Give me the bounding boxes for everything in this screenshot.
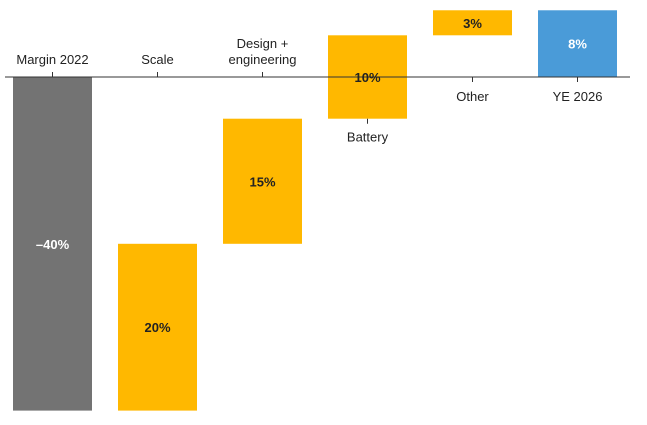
labels-layer: –40% Margin 2022 20% Scale 15% Design + engine… — [16, 16, 602, 335]
value-label-2: 15% — [249, 174, 275, 189]
bar-1 — [118, 243, 197, 411]
bar-4 — [433, 10, 512, 36]
category-label-5: YE 2026 — [553, 89, 603, 104]
bar-5 — [538, 10, 617, 78]
category-label-3: Battery — [347, 130, 389, 145]
bar-2 — [223, 118, 302, 244]
bars-layer — [13, 10, 617, 411]
value-label-1: 20% — [144, 320, 170, 335]
value-label-0: –40% — [36, 237, 70, 252]
value-label-5: 8% — [568, 37, 587, 52]
value-label-3: 10% — [354, 70, 380, 85]
category-label-0: Margin 2022 — [16, 52, 88, 67]
bar-0 — [13, 77, 92, 411]
category-label-2: Design + engineering — [229, 36, 297, 67]
value-label-4: 3% — [463, 16, 482, 31]
category-label-4: Other — [456, 89, 489, 104]
ticks-layer — [52, 72, 578, 124]
category-label-1: Scale — [141, 52, 174, 67]
